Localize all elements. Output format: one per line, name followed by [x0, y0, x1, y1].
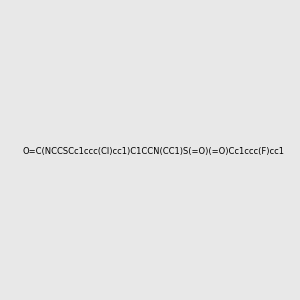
Text: O=C(NCCSCc1ccc(Cl)cc1)C1CCN(CC1)S(=O)(=O)Cc1ccc(F)cc1: O=C(NCCSCc1ccc(Cl)cc1)C1CCN(CC1)S(=O)(=O…: [23, 147, 285, 156]
